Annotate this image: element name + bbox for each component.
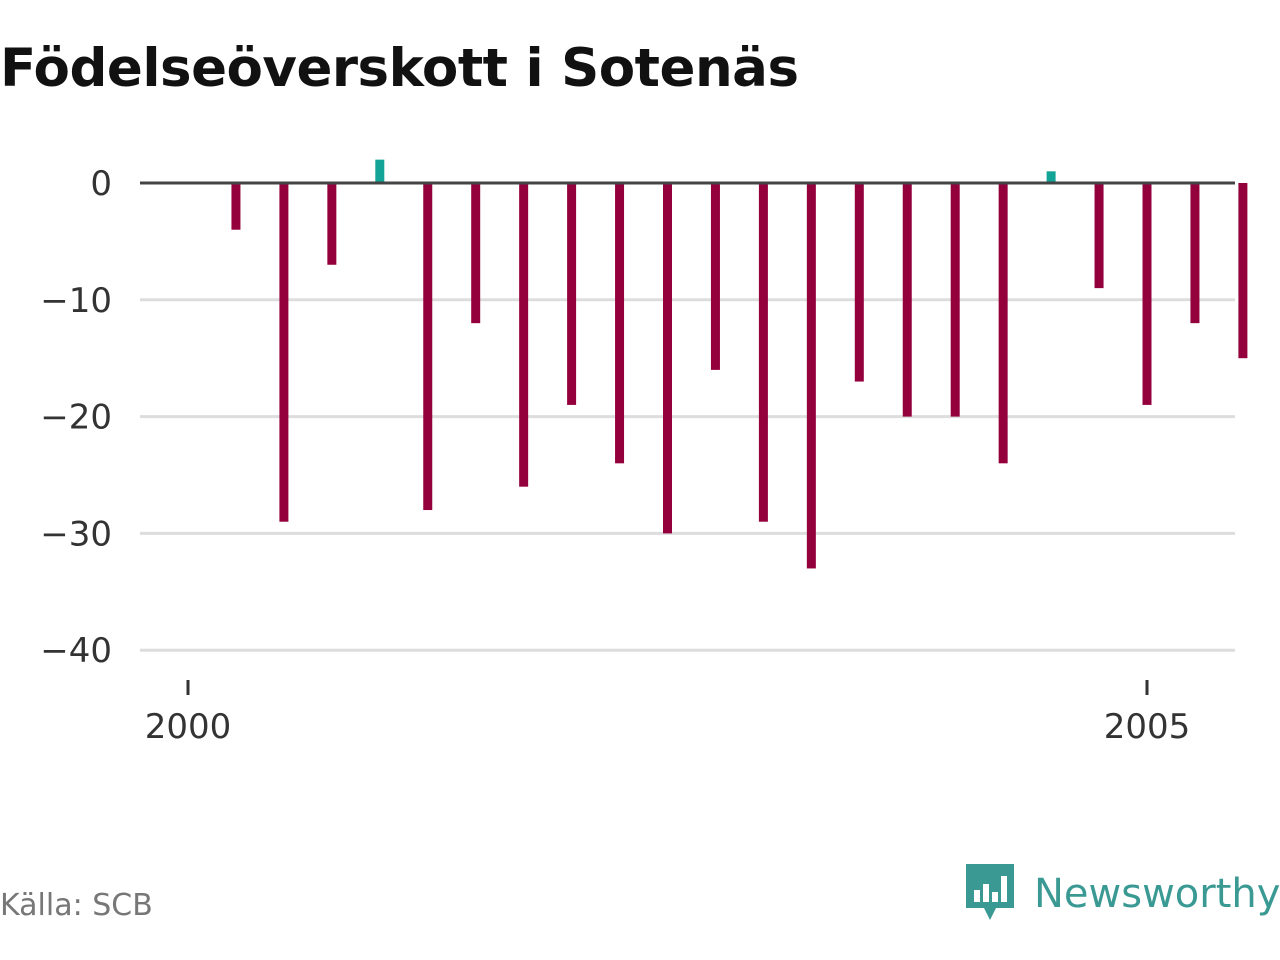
bar: [615, 183, 625, 464]
bar: [567, 183, 577, 405]
x-tick-label: 2000: [145, 707, 232, 747]
bar: [806, 183, 816, 569]
bar: [471, 183, 481, 324]
bar: [375, 159, 385, 183]
bars: [231, 159, 1248, 569]
brand[interactable]: Newsworthy: [964, 862, 1280, 926]
bar: [950, 183, 960, 417]
bar: [327, 183, 337, 265]
bar: [758, 183, 768, 522]
gridlines: [140, 298, 1235, 652]
bar: [1238, 183, 1248, 359]
bar: [519, 183, 529, 487]
bar: [854, 183, 864, 382]
bar: [1094, 183, 1104, 289]
bar: [902, 183, 912, 417]
y-tick-label: −10: [40, 281, 112, 321]
brand-name: Newsworthy: [1034, 871, 1280, 917]
y-tick-label: −20: [40, 398, 112, 438]
chart-title: Födelseöverskott i Sotenäs: [0, 38, 799, 99]
bar: [710, 183, 720, 370]
bar: [423, 183, 433, 511]
y-tick-label: −40: [40, 631, 112, 671]
bar: [1046, 171, 1056, 183]
y-tick-label: 0: [90, 164, 112, 204]
y-tick-label: −30: [40, 514, 112, 554]
bar: [231, 183, 241, 230]
bar: [279, 183, 289, 522]
x-tick-label: 2005: [1104, 707, 1191, 747]
bar: [1190, 183, 1200, 324]
newsworthy-logo-icon: [964, 862, 1016, 926]
bar: [1142, 183, 1152, 405]
bar: [663, 183, 672, 534]
axes: 0−10−20−30−40200020052010201520202025: [40, 164, 1191, 747]
bar: [998, 183, 1008, 464]
source-label: Källa: SCB: [0, 888, 153, 923]
